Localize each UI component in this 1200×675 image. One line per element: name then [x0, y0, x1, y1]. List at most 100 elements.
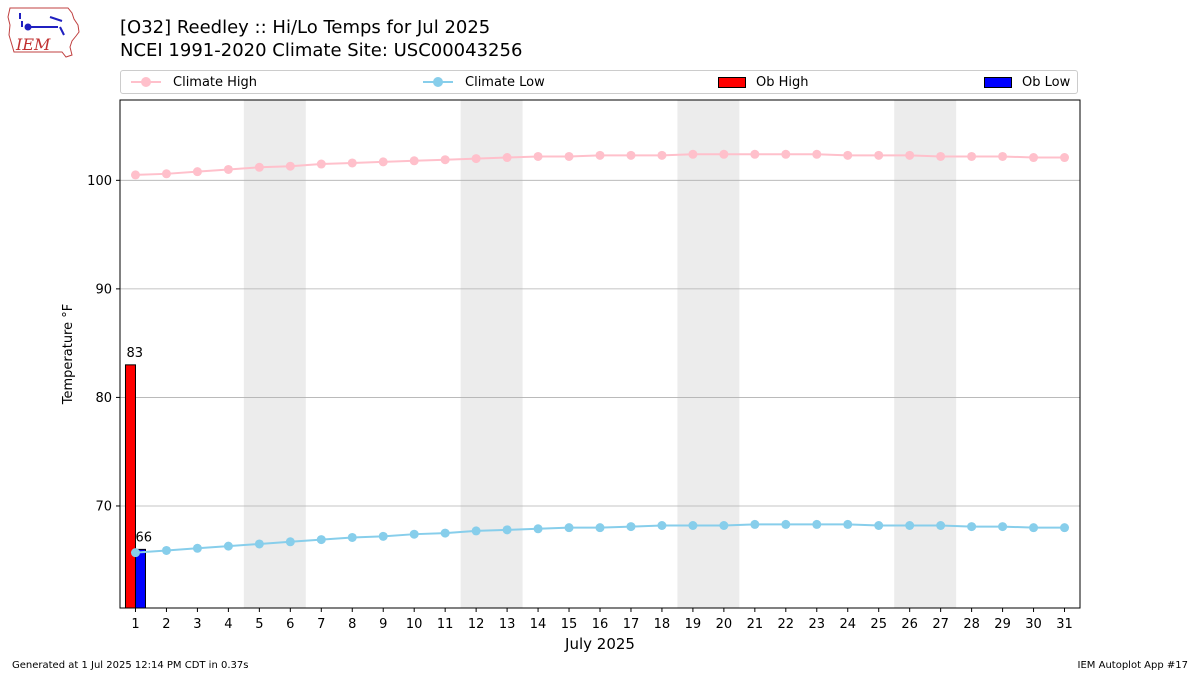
climate-low-point-27	[936, 521, 946, 531]
climate-high-point-3	[192, 167, 202, 177]
climate-high-point-27	[936, 151, 946, 161]
x-tick-label-23: 23	[809, 617, 826, 632]
ob-low-bar-1	[134, 548, 146, 609]
x-tick-label-27: 27	[932, 617, 949, 632]
climate-low-point-21	[750, 519, 760, 529]
x-tick-label-11: 11	[437, 617, 454, 632]
climate-low-point-13	[502, 525, 512, 535]
x-tick-label-21: 21	[747, 617, 764, 632]
ob-low-label-1: 66	[135, 530, 152, 545]
climate-low-point-22	[781, 519, 791, 529]
legend-item-ob-high: Ob High	[718, 71, 809, 93]
weather-station-icon	[19, 13, 65, 36]
x-tick-label-19: 19	[685, 617, 702, 632]
y-tick-label-80: 80	[95, 391, 112, 406]
climate-high-point-19	[688, 149, 698, 159]
x-tick-label-24: 24	[839, 617, 856, 632]
climate-high-point-5	[254, 162, 264, 172]
climate-high-line-swatch	[131, 77, 161, 87]
climate-high-point-22	[781, 149, 791, 159]
climate-low-point-28	[967, 522, 977, 532]
x-tick-label-30: 30	[1025, 617, 1042, 632]
iowa-state-outline	[7, 7, 80, 58]
legend-item-climate-high: Climate High	[131, 71, 257, 93]
climate-low-point-14	[533, 524, 543, 534]
y-tick-label-100: 100	[87, 174, 112, 189]
x-tick-label-9: 9	[379, 617, 387, 632]
climate-low-point-4	[223, 541, 233, 551]
climate-low-point-6	[285, 537, 295, 547]
weekend-shade-1	[243, 100, 306, 608]
plot-frame	[119, 99, 1081, 609]
weekend-shade-3	[677, 100, 740, 608]
x-tick-label-1: 1	[131, 617, 139, 632]
generated-timestamp: Generated at 1 Jul 2025 12:14 PM CDT in …	[12, 660, 249, 671]
iem-logo-text: IEM	[15, 35, 51, 54]
x-axis-label: July 2025	[564, 635, 635, 653]
climate-low-point-30	[1029, 523, 1039, 533]
x-tick-label-4: 4	[224, 617, 232, 632]
climate-low-point-16	[595, 523, 605, 533]
climate-high-point-9	[378, 157, 388, 167]
chart-legend: Climate High Climate Low Ob High Ob Low	[120, 70, 1078, 94]
x-tick-label-22: 22	[778, 617, 795, 632]
climate-low-point-25	[874, 521, 884, 531]
climate-high-point-13	[502, 153, 512, 163]
chart-subtitle: NCEI 1991-2020 Climate Site: USC00043256	[120, 40, 523, 61]
climate-high-point-21	[750, 149, 760, 159]
x-tick-label-2: 2	[162, 617, 170, 632]
x-tick-label-8: 8	[348, 617, 356, 632]
climate-high-point-10	[409, 156, 419, 166]
x-tick-label-20: 20	[716, 617, 733, 632]
climate-low-point-8	[347, 532, 357, 542]
climate-high-point-25	[874, 150, 884, 160]
climate-low-point-1	[130, 548, 140, 558]
climate-low-line-swatch	[423, 77, 453, 87]
y-tick-label-70: 70	[95, 499, 112, 514]
climate-low-point-3	[192, 543, 202, 553]
climate-low-point-17	[626, 522, 636, 532]
climate-high-point-24	[843, 150, 853, 160]
ob-high-label-1: 83	[126, 346, 143, 361]
legend-label-climate-low: Climate Low	[465, 74, 545, 90]
climate-high-point-18	[657, 150, 667, 160]
climate-low-point-20	[719, 521, 729, 531]
climate-high-point-20	[719, 149, 729, 159]
climate-low-point-29	[998, 522, 1008, 532]
weekend-shade-4	[894, 100, 957, 608]
ob-high-bar-1	[124, 364, 136, 609]
legend-label-climate-high: Climate High	[173, 74, 258, 90]
x-tick-label-17: 17	[623, 617, 640, 632]
climate-low-point-24	[843, 519, 853, 529]
climate-high-point-15	[564, 151, 574, 161]
climate-high-point-31	[1060, 153, 1070, 163]
x-tick-label-16: 16	[592, 617, 609, 632]
climate-low-point-19	[688, 521, 698, 531]
x-tick-label-14: 14	[530, 617, 547, 632]
climate-high-point-30	[1029, 153, 1039, 163]
climate-high-point-14	[533, 151, 543, 161]
climate-high-point-2	[161, 169, 171, 179]
climate-high-point-7	[316, 159, 326, 169]
x-tick-label-5: 5	[255, 617, 263, 632]
climate-low-point-18	[657, 521, 667, 531]
climate-low-point-15	[564, 523, 574, 533]
climate-low-point-23	[812, 519, 822, 529]
climate-high-point-29	[998, 151, 1008, 161]
ob-high-box-swatch	[718, 76, 746, 88]
climate-low-point-12	[471, 526, 481, 536]
climate-high-point-12	[471, 154, 481, 164]
climate-low-point-10	[409, 529, 419, 539]
x-tick-label-15: 15	[561, 617, 578, 632]
x-tick-label-29: 29	[994, 617, 1011, 632]
climate-high-point-4	[223, 164, 233, 174]
x-tick-label-28: 28	[963, 617, 980, 632]
climate-high-point-8	[347, 158, 357, 168]
climate-high-point-26	[905, 150, 915, 160]
climate-high-point-16	[595, 150, 605, 160]
climate-high-point-6	[285, 161, 295, 171]
climate-low-point-31	[1060, 523, 1070, 533]
climate-low-point-5	[254, 539, 264, 549]
x-tick-label-31: 31	[1056, 617, 1073, 632]
